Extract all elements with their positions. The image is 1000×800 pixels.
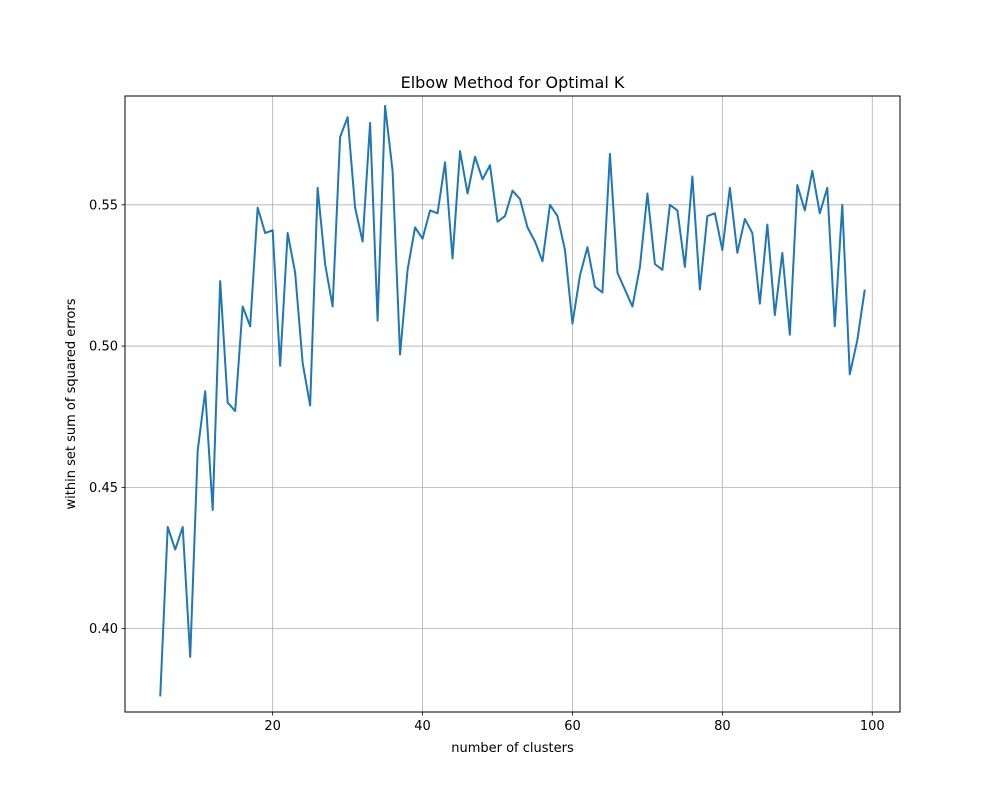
x-tick-label: 40 (414, 719, 431, 734)
series-line (159, 104, 866, 697)
chart-title: Elbow Method for Optimal K (401, 73, 625, 92)
y-tick-label: 0.45 (89, 481, 118, 496)
y-axis-title: within set sum of squared errors (64, 298, 79, 509)
x-tick-label: 80 (714, 719, 731, 734)
x-tick-label: 100 (860, 719, 885, 734)
x-tick-label: 20 (264, 719, 281, 734)
y-tick-label: 0.55 (89, 198, 118, 213)
y-tick-label: 0.40 (89, 622, 118, 637)
plot-frame (124, 95, 901, 713)
x-tick-label: 60 (564, 719, 581, 734)
grid-lines (125, 96, 900, 712)
tick-layer: 20 40 60 80 100 0.40 0.45 0.50 0.55 (89, 198, 885, 734)
series-layer (159, 104, 866, 697)
y-tick-label: 0.50 (89, 340, 118, 355)
x-axis-title: number of clusters (451, 741, 574, 756)
